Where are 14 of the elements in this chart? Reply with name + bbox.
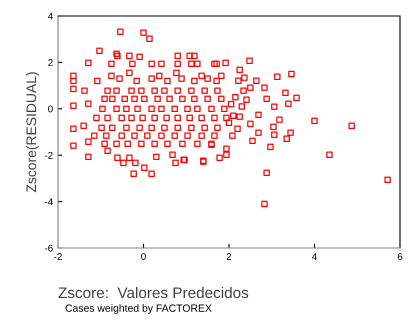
y-tick-label: 2 xyxy=(48,59,53,66)
x-axis-title: Zscore: Valores Predecidos xyxy=(58,286,248,298)
x-tick-label: 2 xyxy=(226,253,232,260)
y-tick-label: -4 xyxy=(44,198,53,206)
text: Cases weighted by FACTOREX xyxy=(66,304,212,314)
y-tick-label: -2 xyxy=(44,152,53,159)
y-tick-label: 0 xyxy=(48,106,53,112)
y-axis-title: Zscore(RESIDUAL) xyxy=(26,72,39,192)
x-tick-label: 4 xyxy=(312,253,317,260)
x-tick-label: -2 xyxy=(54,253,62,260)
x-tick-label: 6 xyxy=(398,253,402,260)
x-tick-label: 0 xyxy=(141,253,146,260)
y-tick-label: -6 xyxy=(44,244,53,252)
y-tick-label: 4 xyxy=(48,12,53,20)
